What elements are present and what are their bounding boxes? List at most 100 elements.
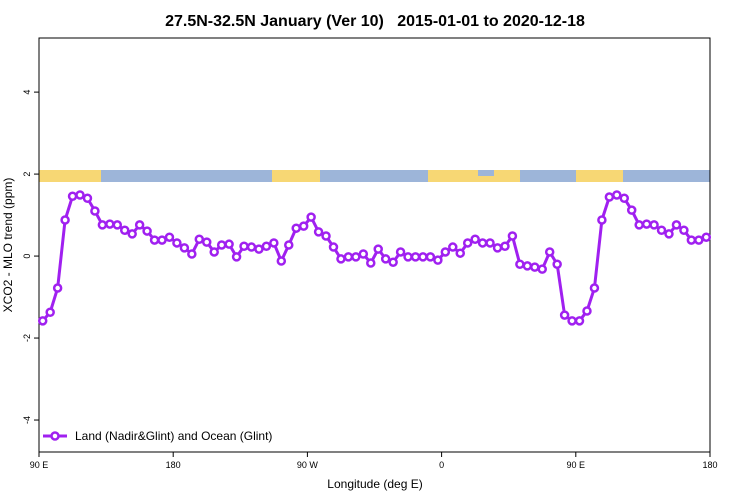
land-band [576,170,623,182]
data-point [492,243,503,253]
data-point [328,242,339,252]
data-point [231,252,242,262]
land-band [428,170,520,182]
data-point [507,231,518,241]
data-point [254,244,264,254]
data-point [306,212,316,222]
data-point [470,234,480,245]
legend-marker [50,431,60,441]
data-point [202,237,212,247]
y-axis-label: XCO2 - MLO trend (ppm) [1,178,15,313]
data-point [97,220,108,230]
data-point [425,252,436,262]
x-tick-label: 90 E [567,460,586,470]
data-point [515,259,525,270]
x-tick-label: 180 [702,460,717,470]
data-point [395,247,406,257]
data-point [619,193,630,204]
data-point [45,307,55,317]
data-point [597,215,607,225]
data-point [343,252,354,262]
y-tick-label: 0 [22,254,32,259]
data-point [448,242,458,252]
y-tick-label: -2 [22,334,32,342]
data-point [537,264,547,274]
data-point [641,219,652,229]
data-point [656,225,667,235]
land-band [272,170,320,182]
data-point [485,238,495,248]
surface-band [39,170,710,182]
data-point [567,316,577,326]
data-point [634,220,644,230]
data-point [224,239,234,249]
data-point [261,241,272,251]
x-axis-label: Longitude (deg E) [327,477,422,491]
data-point [574,316,585,326]
data-point [544,247,555,257]
data-point [686,235,697,245]
data-point [559,310,570,320]
plot-frame [38,37,711,453]
data-point [358,249,369,259]
x-tick-label: 0 [439,460,444,470]
data-point [246,242,257,252]
data-point [440,247,451,257]
data-point [403,252,413,262]
x-tick-label: 90 E [30,460,49,470]
data-point [388,257,398,267]
data-point [269,238,279,248]
data-point [589,283,600,293]
data-point [500,241,510,251]
data-point [664,229,674,239]
data-point [321,231,331,241]
data-point [105,219,115,229]
data-line [41,193,707,323]
x-tick-label: 90 W [297,460,319,470]
data-point [604,192,615,202]
data-point [336,254,346,264]
data-point [477,238,488,248]
data-point [679,225,689,235]
data-point [90,206,100,216]
data-point [127,229,137,239]
legend-label: Land (Nadir&Glint) and Ocean (Glint) [75,429,272,443]
data-point [67,191,78,201]
data-point [216,240,227,250]
data-point [455,248,465,258]
x-tick-label: 180 [166,460,181,470]
data-point [149,235,160,245]
data-point [142,226,152,236]
data-point [701,232,712,242]
data-point [172,238,182,248]
data-point [60,215,70,225]
data-point [157,235,167,245]
data-point [612,190,622,200]
data-point [284,240,294,250]
data-point [671,220,682,230]
data-point [75,190,85,200]
data-point [433,255,443,265]
data-point [239,241,249,251]
data-point [119,225,130,235]
data-point [351,252,361,262]
data-point [626,205,637,215]
data-point [418,252,428,262]
data-point [462,238,473,248]
data-point [291,223,301,233]
land-band [39,170,101,182]
data-point [112,220,123,230]
data-point [552,259,562,270]
y-tick-label: 2 [22,172,32,177]
data-point [649,220,659,230]
data-point [276,256,287,266]
data-point [366,258,376,268]
data-point [194,234,205,245]
data-point [209,247,219,257]
data-point [694,235,704,245]
y-tick-label: -4 [22,416,32,424]
data-point [82,193,93,204]
data-point [373,244,383,254]
data-point [52,283,63,293]
